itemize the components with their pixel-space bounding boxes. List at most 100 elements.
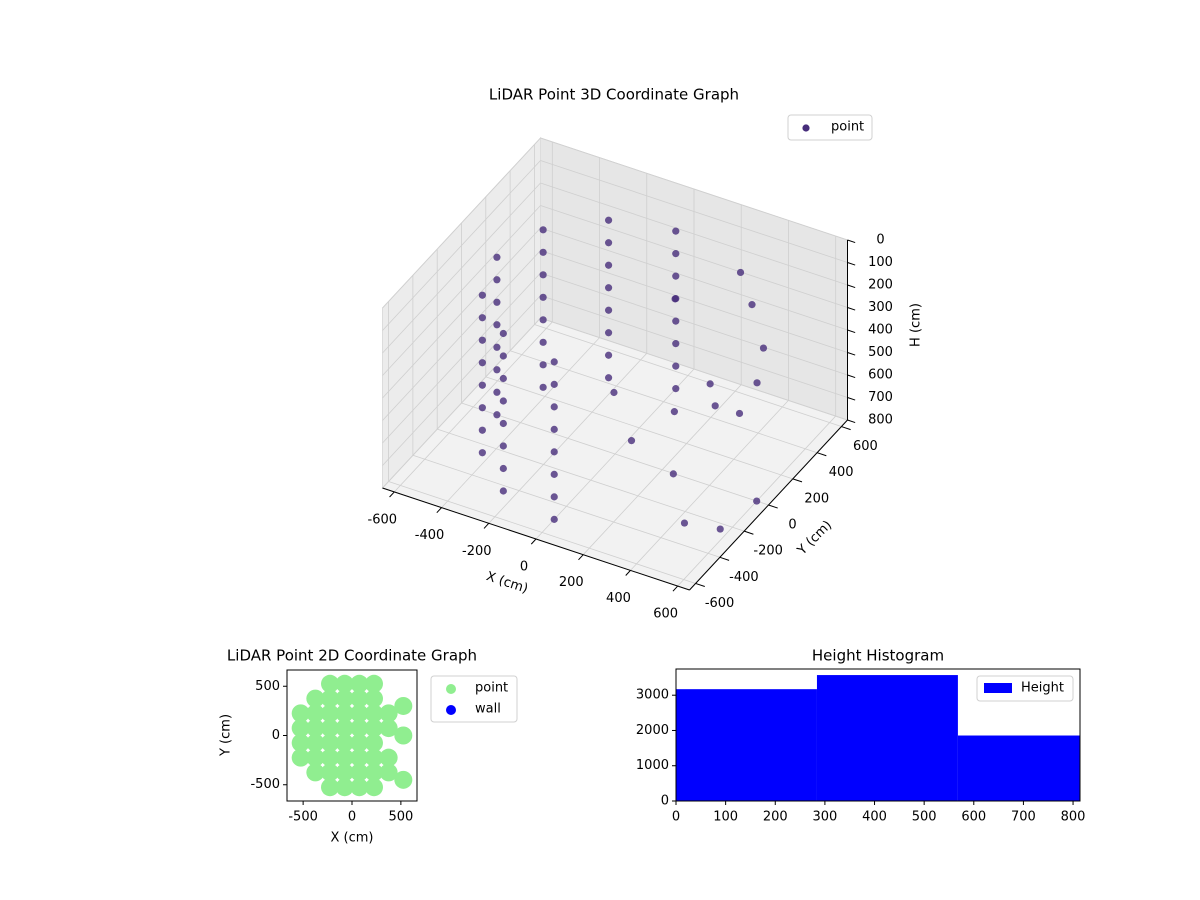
point xyxy=(478,404,486,412)
bar xyxy=(676,689,817,801)
point xyxy=(711,402,719,410)
point xyxy=(680,519,689,527)
point xyxy=(478,336,486,344)
point xyxy=(394,770,413,789)
point xyxy=(379,748,398,767)
z-tick-label: 400 xyxy=(868,323,893,338)
point xyxy=(291,733,310,752)
point xyxy=(550,358,558,366)
point xyxy=(493,388,501,396)
legend-marker xyxy=(802,124,810,132)
bar xyxy=(957,735,1080,801)
x-tick-label: 0 xyxy=(520,560,528,575)
plot-area xyxy=(291,674,413,797)
x-tick-label: 600 xyxy=(961,810,986,825)
point xyxy=(672,362,680,370)
x-axis-line xyxy=(382,487,690,591)
point xyxy=(379,704,398,723)
z-tick-label: 800 xyxy=(868,413,893,428)
point xyxy=(604,351,613,359)
point xyxy=(306,704,325,723)
point xyxy=(306,748,325,767)
z-tick-label: 300 xyxy=(868,300,893,315)
point xyxy=(321,689,340,708)
point xyxy=(669,470,677,478)
point xyxy=(335,719,354,738)
chart-title: LiDAR Point 3D Coordinate Graph xyxy=(489,86,739,104)
y-tick-label: 0 xyxy=(661,794,669,809)
point xyxy=(291,748,310,767)
y-tick-mark xyxy=(768,504,778,509)
legend-box xyxy=(976,675,1074,702)
point xyxy=(736,268,745,277)
point xyxy=(335,674,354,693)
z-tick-mark xyxy=(847,352,856,356)
x-tick-mark xyxy=(436,507,442,514)
y-tick-label: -400 xyxy=(729,570,759,585)
y-tick-label: 2000 xyxy=(636,723,669,738)
z-tick-label: 0 xyxy=(876,233,884,248)
point xyxy=(499,397,507,405)
point xyxy=(550,515,558,523)
point xyxy=(604,374,613,382)
grid-line xyxy=(540,160,848,263)
point xyxy=(706,380,714,388)
legend-marker xyxy=(446,684,456,694)
point xyxy=(350,719,369,738)
point xyxy=(627,437,636,445)
point xyxy=(539,226,547,234)
point xyxy=(604,261,613,269)
point xyxy=(672,340,680,348)
y-axis-label: Y (cm) xyxy=(219,714,234,757)
point xyxy=(493,343,501,351)
point xyxy=(610,388,618,397)
y-tick-label: 500 xyxy=(255,679,280,694)
grid-line xyxy=(540,250,848,353)
point xyxy=(539,271,547,279)
y-tick-label: 0 xyxy=(272,728,280,743)
point xyxy=(335,689,354,708)
point xyxy=(478,426,486,434)
point xyxy=(716,525,724,533)
x-tick-label: -600 xyxy=(368,512,398,527)
grid-line xyxy=(437,428,745,532)
point xyxy=(550,470,558,478)
point xyxy=(478,359,486,367)
point xyxy=(379,763,398,782)
point xyxy=(291,704,310,723)
y-tick-label: 3000 xyxy=(636,688,669,703)
chart-title: Height Histogram xyxy=(812,647,944,665)
point xyxy=(335,748,354,767)
point xyxy=(499,442,507,450)
point xyxy=(672,317,680,325)
point xyxy=(364,689,383,708)
point xyxy=(306,689,325,708)
x-tick-label: -500 xyxy=(288,810,318,825)
point xyxy=(539,316,547,324)
point xyxy=(493,298,501,306)
point xyxy=(539,338,547,346)
z-axis-label: H (cm) xyxy=(909,303,924,347)
point xyxy=(321,674,340,693)
y-tick-label: 1000 xyxy=(636,758,669,773)
x-tick-mark xyxy=(389,491,395,498)
point xyxy=(335,733,354,752)
point xyxy=(364,748,383,767)
y-tick-mark xyxy=(695,582,705,587)
legend-box xyxy=(787,114,873,141)
z-tick-label: 700 xyxy=(868,390,893,405)
point xyxy=(672,227,680,235)
z-tick-mark xyxy=(847,374,856,379)
x-tick-label: 200 xyxy=(763,810,788,825)
bar xyxy=(816,675,958,801)
grid-line xyxy=(534,324,842,427)
point xyxy=(321,719,340,738)
point xyxy=(604,306,613,314)
grid-line xyxy=(388,481,696,584)
z-tick-mark xyxy=(847,262,856,266)
z-tick-mark xyxy=(847,397,856,401)
point xyxy=(364,763,383,782)
y-tick-label: -500 xyxy=(250,777,280,792)
point xyxy=(379,719,398,738)
